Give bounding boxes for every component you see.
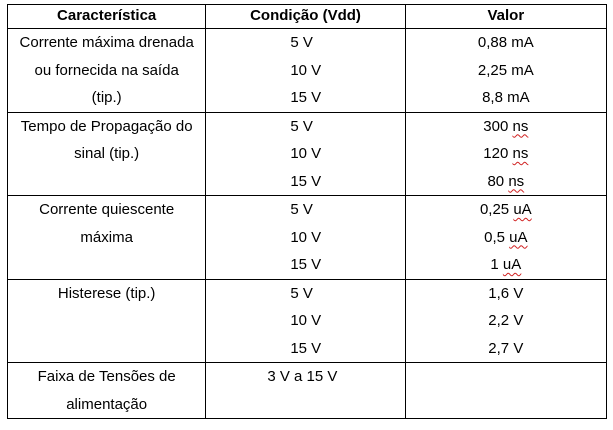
measured-value: 0,88 mA: [406, 29, 606, 57]
value-cell: [404, 362, 608, 419]
measured-value: 300 ns: [406, 113, 606, 141]
measured-value: 1 uA: [406, 251, 606, 279]
measured-value: 2,2 V: [406, 307, 606, 335]
measured-value: 2,7 V: [406, 335, 606, 363]
value-cell: 0,25 uA 0,5 uA 1 uA: [404, 195, 608, 280]
condition-cell: 5 V 10 V 15 V: [205, 195, 406, 280]
table-row: Faixa de Tensões de alimentação 3 V a 15 V: [6, 362, 608, 419]
condition-value: 3 V a 15 V: [267, 368, 338, 385]
condition-value: 10 V: [290, 228, 322, 246]
value-unit: mA: [511, 61, 534, 79]
table-row: Tempo de Propagação do sinal (tip.) 5 V 10 …: [6, 111, 608, 196]
value-number: 8,8: [482, 89, 503, 106]
condition-value: 5 V: [290, 117, 313, 135]
condition-cell: 5 V 10 V 15 V: [205, 28, 406, 113]
value-unit: ns: [512, 117, 529, 135]
condition-cell: 3 V a 15 V: [205, 362, 406, 419]
value-unit: ns: [512, 145, 529, 162]
header-value: Valor: [404, 4, 608, 29]
value-number: 0,88: [477, 34, 508, 51]
value-number: 2,25: [477, 61, 508, 79]
characteristic-line: alimentação: [66, 395, 148, 413]
measured-value: 1,6 V: [406, 280, 606, 308]
condition-value: 10 V: [290, 61, 322, 79]
condition-value: 5 V: [290, 34, 313, 51]
characteristic-cell: Histerese (tip.): [6, 278, 207, 363]
table-row: Corrente quiescente máxima 5 V 10 V 15 V 0,25…: [6, 195, 608, 280]
value-unit: mA: [511, 34, 534, 51]
condition-value: 10 V: [290, 312, 322, 329]
measured-value: 80 ns: [406, 168, 606, 196]
characteristic-line: Histerese (tip.): [57, 284, 156, 302]
characteristic-cell: Corrente quiescente máxima: [6, 195, 207, 280]
header-row: Característica Condição (Vdd) Valor: [6, 4, 608, 29]
characteristic-line: (tip.): [91, 89, 122, 106]
characteristic-line: máxima: [80, 228, 133, 246]
measured-value: 0,25 uA: [406, 196, 606, 224]
header-condition: Condição (Vdd): [205, 4, 406, 29]
value-number: 2,2: [488, 312, 510, 329]
characteristic-cell: Faixa de Tensões de alimentação: [6, 362, 207, 419]
value-number: 1: [490, 256, 499, 273]
value-number: 2,7: [488, 339, 510, 357]
value-cell: 300 ns 120 ns 80 ns: [404, 111, 608, 196]
value-unit: ns: [508, 172, 525, 190]
value-number: 80: [487, 172, 505, 190]
value-number: 0,5: [484, 228, 505, 246]
condition-value: 15 V: [290, 89, 322, 106]
specifications-table: Característica Condição (Vdd) Valor Corr…: [6, 4, 608, 419]
condition-value: 15 V: [290, 339, 322, 357]
value-number: 1,6: [488, 284, 510, 302]
characteristic-cell: Corrente máxima drenada ou fornecida na s…: [6, 28, 207, 113]
value-cell: 1,6 V 2,2 V 2,7 V: [404, 278, 608, 363]
measured-value: 0,5 uA: [406, 224, 606, 252]
condition-cell: 5 V 10 V 15 V: [205, 111, 406, 196]
value-cell: 0,88 mA 2,25 mA 8,8 mA: [404, 28, 608, 113]
header-characteristic: Característica: [6, 4, 207, 29]
characteristic-line: Faixa de Tensões de: [37, 368, 176, 385]
condition-value: 5 V: [290, 284, 313, 302]
measured-value: 8,8 mA: [406, 84, 606, 112]
measured-value: 2,25 mA: [406, 57, 606, 85]
value-unit: V: [513, 284, 524, 302]
characteristic-line: Tempo de Propagação do: [20, 117, 193, 135]
characteristic-line: sinal (tip.): [74, 145, 140, 162]
characteristic-line: Corrente quiescente: [39, 201, 175, 218]
value-unit: uA: [513, 201, 532, 218]
value-number: 120: [483, 145, 509, 162]
condition-value: 15 V: [290, 256, 322, 273]
measured-value: 120 ns: [406, 140, 606, 168]
value-unit: uA: [509, 228, 528, 246]
characteristic-line: ou fornecida na saída: [34, 61, 179, 79]
condition-cell: 5 V 10 V 15 V: [205, 278, 406, 363]
table-body: Corrente máxima drenada ou fornecida na s…: [6, 28, 608, 419]
characteristic-line: Corrente máxima drenada: [19, 34, 194, 51]
value-unit: uA: [502, 256, 522, 273]
value-number: 0,25: [479, 201, 510, 218]
condition-value: 15 V: [290, 172, 322, 190]
value-unit: mA: [507, 89, 530, 106]
condition-value: 10 V: [290, 145, 322, 162]
value-unit: V: [513, 312, 524, 329]
condition-value: 5 V: [290, 201, 313, 218]
characteristic-cell: Tempo de Propagação do sinal (tip.): [6, 111, 207, 196]
value-number: 300: [483, 117, 509, 135]
table-row: Corrente máxima drenada ou fornecida na s…: [6, 28, 608, 113]
value-unit: V: [513, 339, 524, 357]
table-row: Histerese (tip.) 5 V 10 V 15 V 1,6 V 2,2 V 2,7…: [6, 278, 608, 363]
